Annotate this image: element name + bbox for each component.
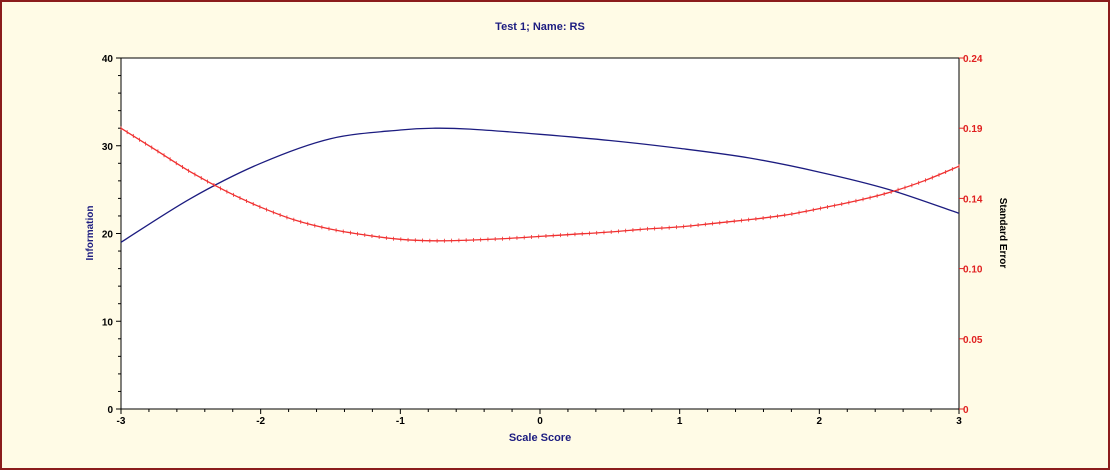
x-tick-label: 0 [537,416,543,427]
x-tick-label: -1 [396,416,405,427]
x-tick-label: -2 [256,416,265,427]
left-y-axis: 0 10 20 30 40 [102,54,121,416]
right-y-axis: 0 0.05 0.10 0.14 0.19 0.24 [959,54,983,416]
x-tick-label: 1 [677,416,683,427]
right-y-axis-label: Standard Error [997,198,1008,269]
standard-error-line [120,127,960,242]
right-y-tick-label: 0.24 [963,54,983,65]
right-y-tick-label: 0 [963,405,969,416]
x-tick-label: -3 [117,416,126,427]
left-y-tick-label: 20 [102,230,114,241]
x-axis-label: Scale Score [509,432,571,444]
left-y-axis-label: Information [85,206,96,261]
x-tick-label: 3 [956,416,962,427]
right-y-tick-label: 0.19 [963,124,983,135]
plot-area [120,57,960,410]
information-line [120,127,960,243]
right-y-tick-label: 0.05 [963,335,983,346]
x-axis: -3 -2 -1 0 1 2 3 [117,409,962,427]
right-y-tick-label: 0.10 [963,265,983,276]
series-group [120,126,960,243]
left-y-tick-label: 0 [107,405,113,416]
left-y-tick-label: 30 [102,142,114,153]
chart-title: Test 1; Name: RS [495,21,585,33]
left-y-tick-label: 10 [102,317,114,328]
right-y-tick-label: 0.14 [963,194,983,205]
x-tick-label: 2 [817,416,823,427]
left-y-tick-label: 40 [102,54,114,65]
